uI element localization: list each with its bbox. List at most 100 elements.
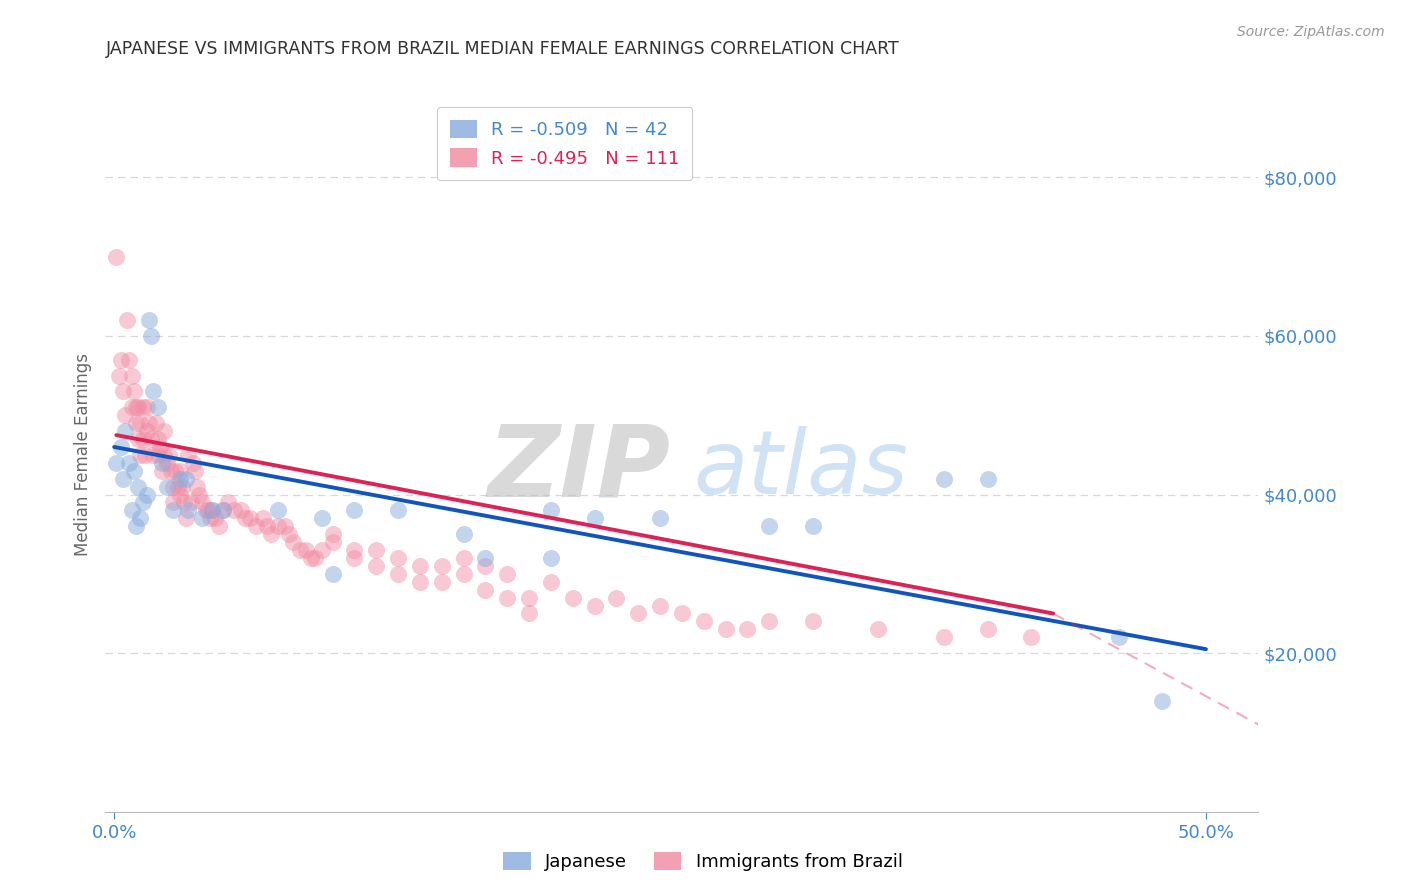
Point xyxy=(105,250,128,264)
Point xyxy=(174,472,197,486)
Point xyxy=(149,440,172,454)
Point xyxy=(121,401,143,415)
Point xyxy=(932,472,955,486)
Point xyxy=(366,558,388,573)
Point xyxy=(129,511,152,525)
Point xyxy=(141,329,163,343)
Point xyxy=(627,607,650,621)
Text: ZIP: ZIP xyxy=(488,421,671,517)
Point xyxy=(146,401,169,415)
Point xyxy=(136,401,159,415)
Point xyxy=(976,472,998,486)
Point xyxy=(474,551,496,566)
Point xyxy=(121,503,143,517)
Point xyxy=(141,432,163,446)
Point xyxy=(245,519,267,533)
Point xyxy=(138,313,160,327)
Point xyxy=(583,511,606,525)
Legend: R = -0.509   N = 42, R = -0.495   N = 111: R = -0.509 N = 42, R = -0.495 N = 111 xyxy=(437,107,693,180)
Point xyxy=(184,464,207,478)
Point xyxy=(162,480,184,494)
Point xyxy=(114,409,136,423)
Point xyxy=(146,448,169,462)
Point xyxy=(131,495,153,509)
Point xyxy=(212,503,235,517)
Point xyxy=(273,519,295,533)
Point xyxy=(190,511,212,525)
Point xyxy=(173,495,195,509)
Point xyxy=(288,543,311,558)
Point xyxy=(648,511,671,525)
Point xyxy=(366,543,388,558)
Point xyxy=(256,519,278,533)
Point xyxy=(299,551,322,566)
Point xyxy=(409,574,432,589)
Point xyxy=(311,543,333,558)
Point xyxy=(186,480,208,494)
Text: JAPANESE VS IMMIGRANTS FROM BRAZIL MEDIAN FEMALE EARNINGS CORRELATION CHART: JAPANESE VS IMMIGRANTS FROM BRAZIL MEDIA… xyxy=(105,40,900,58)
Point xyxy=(127,401,149,415)
Point xyxy=(474,558,496,573)
Point xyxy=(166,480,188,494)
Point xyxy=(1152,694,1174,708)
Point xyxy=(145,416,167,430)
Point xyxy=(114,424,136,438)
Point xyxy=(267,503,290,517)
Point xyxy=(174,511,197,525)
Point xyxy=(150,464,173,478)
Point xyxy=(204,511,226,525)
Legend: Japanese, Immigrants from Brazil: Japanese, Immigrants from Brazil xyxy=(496,845,910,879)
Point xyxy=(188,487,211,501)
Point xyxy=(200,511,222,525)
Point xyxy=(194,503,217,517)
Point xyxy=(605,591,627,605)
Point xyxy=(125,401,148,415)
Point xyxy=(125,416,148,430)
Point xyxy=(260,527,283,541)
Point xyxy=(496,591,519,605)
Point xyxy=(714,623,737,637)
Point xyxy=(111,384,134,399)
Point xyxy=(162,503,184,517)
Point xyxy=(343,543,366,558)
Point xyxy=(125,519,148,533)
Point xyxy=(430,558,453,573)
Point xyxy=(118,352,141,367)
Point xyxy=(295,543,318,558)
Point xyxy=(540,551,562,566)
Text: atlas: atlas xyxy=(693,426,908,512)
Point xyxy=(180,495,202,509)
Point xyxy=(155,456,177,470)
Point xyxy=(127,432,149,446)
Point xyxy=(224,503,246,517)
Point xyxy=(648,599,671,613)
Point xyxy=(131,432,153,446)
Point xyxy=(181,456,204,470)
Point xyxy=(267,519,290,533)
Point xyxy=(409,558,432,573)
Point xyxy=(127,480,149,494)
Point xyxy=(162,495,184,509)
Point xyxy=(311,511,333,525)
Point xyxy=(1108,630,1130,644)
Point xyxy=(453,527,475,541)
Point xyxy=(322,566,344,581)
Point xyxy=(201,503,224,517)
Point xyxy=(122,464,145,478)
Point xyxy=(150,456,173,470)
Y-axis label: Median Female Earnings: Median Female Earnings xyxy=(73,353,91,557)
Point xyxy=(737,623,759,637)
Point xyxy=(217,495,239,509)
Point xyxy=(387,566,409,581)
Point xyxy=(758,615,780,629)
Point xyxy=(387,503,409,517)
Point xyxy=(517,607,540,621)
Point xyxy=(160,464,183,478)
Point xyxy=(801,615,824,629)
Point xyxy=(134,448,156,462)
Point xyxy=(136,424,159,438)
Point xyxy=(136,487,159,501)
Point xyxy=(758,519,780,533)
Point xyxy=(169,487,191,501)
Point xyxy=(129,416,152,430)
